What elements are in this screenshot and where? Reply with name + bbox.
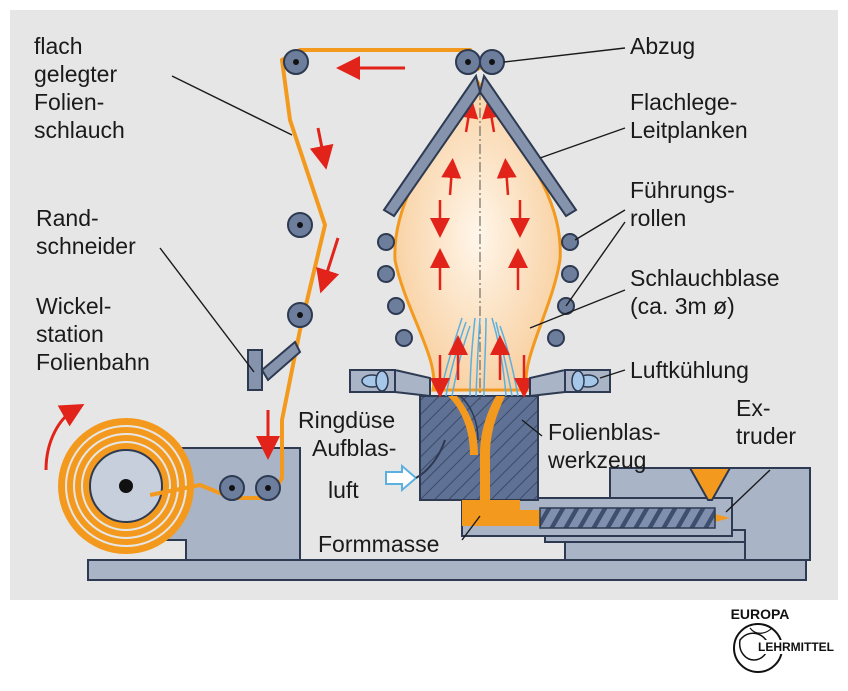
label-ringduese: Ringdüse [298,407,395,433]
label-formmasse: Formmasse [318,531,439,557]
label-luft: luft [328,477,359,503]
guide-rollers [377,233,579,347]
label-aufblas: Aufblas- [312,435,396,461]
label-rand: Rand- [36,205,99,231]
europa-lehrmittel-logo: EUROPA LEHRMITTEL [731,606,836,673]
label-folien: Folien- [34,89,104,115]
label-schneider: schneider [36,233,136,259]
label-flach: flach [34,33,83,59]
label-luftkuehlung: Luftkühlung [630,357,749,383]
rotation-arrow [44,404,85,471]
winding-spool [58,418,194,554]
label-truder: truder [736,423,796,449]
label-fuehrungs: Führungs- [630,177,735,203]
collapsing-boards [382,73,578,218]
hopper [688,467,732,501]
air-pipe [415,439,446,479]
logo-top-text: EUROPA [731,606,790,622]
label-flachlege: Flachlege- [630,89,737,115]
logo-bottom-text: LEHRMITTEL [758,640,834,654]
label-gelegter: gelegter [34,61,117,87]
label-schlauch: schlauch [34,117,125,143]
blow-film-die [419,395,539,520]
inflation-air-arrow [385,463,418,493]
label-wickel: Wickel- [36,293,111,319]
label-leitplanken: Leitplanken [630,117,748,143]
label-durchmesser: (ca. 3m ø) [630,293,735,319]
label-werkzeug: werkzeug [547,447,646,473]
label-folienbahn: Folienbahn [36,349,150,375]
label-rollen: rollen [630,205,686,231]
label-schlauchblase: Schlauchblase [630,265,780,291]
edge-trimmer [247,340,302,391]
air-cooling-ring [349,369,611,398]
labels: flach gelegter Folien- schlauch Rand- sc… [34,33,796,557]
label-ex: Ex- [736,395,771,421]
label-abzug: Abzug [630,33,695,59]
roller-hubs [229,59,495,491]
label-folienblas: Folienblas- [548,419,661,445]
leader-lines [159,47,771,541]
label-station: station [36,321,104,347]
flow-arrows [430,98,534,398]
web-direction-arrows [256,56,405,460]
